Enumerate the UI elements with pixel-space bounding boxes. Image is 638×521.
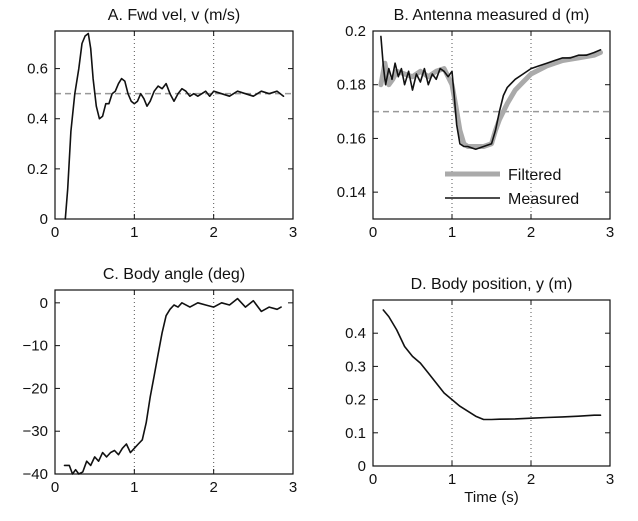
x-tick-label: 3 [606,471,614,488]
axes-frame [54,30,294,220]
x-tick-label: 3 [289,479,297,496]
y-tick-label: −10 [23,338,48,355]
axes-frame [372,30,611,220]
axes-frame [54,289,294,475]
y-tick-label: 0 [40,211,48,228]
y-tick-label: 0.1 [345,425,366,442]
legend: Filtered Measured [445,167,579,208]
x-tick-label: 1 [130,224,138,241]
x-tick-label: 0 [369,471,377,488]
y-tick-label: −40 [23,466,48,483]
y-tick-label: 0.14 [337,184,366,201]
x-tick-label: 1 [448,224,456,241]
series-line [382,309,602,421]
y-tick-label: 0.2 [345,23,366,40]
chart-title: B. Antenna measured d (m) [394,7,590,24]
y-tick-label: 0.4 [345,325,366,342]
y-tick-label: 0.4 [27,111,48,128]
x-tick-label: 2 [209,224,217,241]
chart-title: D. Body position, y (m) [411,276,573,293]
y-tick-label: 0.18 [337,77,366,94]
x-tick-label: 2 [527,471,535,488]
y-tick-label: 0 [40,295,48,312]
y-tick-label: 0.16 [337,130,366,147]
chart-panel-a: 0 1 2 3 0 0.2 0.4 0.6 A. Fwd vel, v (m/s) [27,7,297,241]
x-tick-label: 0 [51,479,59,496]
chart-panel-d: 0 1 2 3 0 0.1 0.2 0.3 0.4 D. Body position, y (m)… [345,276,614,506]
y-tick-label: 0.6 [27,61,48,78]
chart-panel-c: 0 1 2 3 −40 −30 −20 −10 0 C. Body angle (deg) [23,266,298,496]
series-line [64,32,285,220]
legend-label-filtered: Filtered [508,167,561,184]
x-axis-label: Time (s) [464,489,518,506]
x-tick-label: 2 [527,224,535,241]
axes-frame [372,299,611,467]
x-tick-label: 1 [130,479,138,496]
x-tick-label: 3 [606,224,614,241]
y-tick-label: 0.2 [27,161,48,178]
series-line [63,297,282,475]
x-tick-label: 3 [289,224,297,241]
y-tick-label: 0.3 [345,358,366,375]
chart-title: A. Fwd vel, v (m/s) [108,7,240,24]
x-tick-label: 1 [448,471,456,488]
y-tick-label: −30 [23,423,48,440]
x-tick-label: 2 [209,479,217,496]
x-tick-label: 0 [369,224,377,241]
chart-panel-b: 0 1 2 3 0.14 0.16 0.18 0.2 B. Antenna measured d… [337,7,614,241]
legend-label-measured: Measured [508,191,579,208]
x-tick-label: 0 [51,224,59,241]
series-line-filtered [378,50,603,149]
series-line-measured [380,35,602,150]
chart-title: C. Body angle (deg) [103,266,245,283]
y-tick-label: 0.2 [345,392,366,409]
y-tick-label: 0 [358,458,366,475]
y-tick-label: −20 [23,380,48,397]
